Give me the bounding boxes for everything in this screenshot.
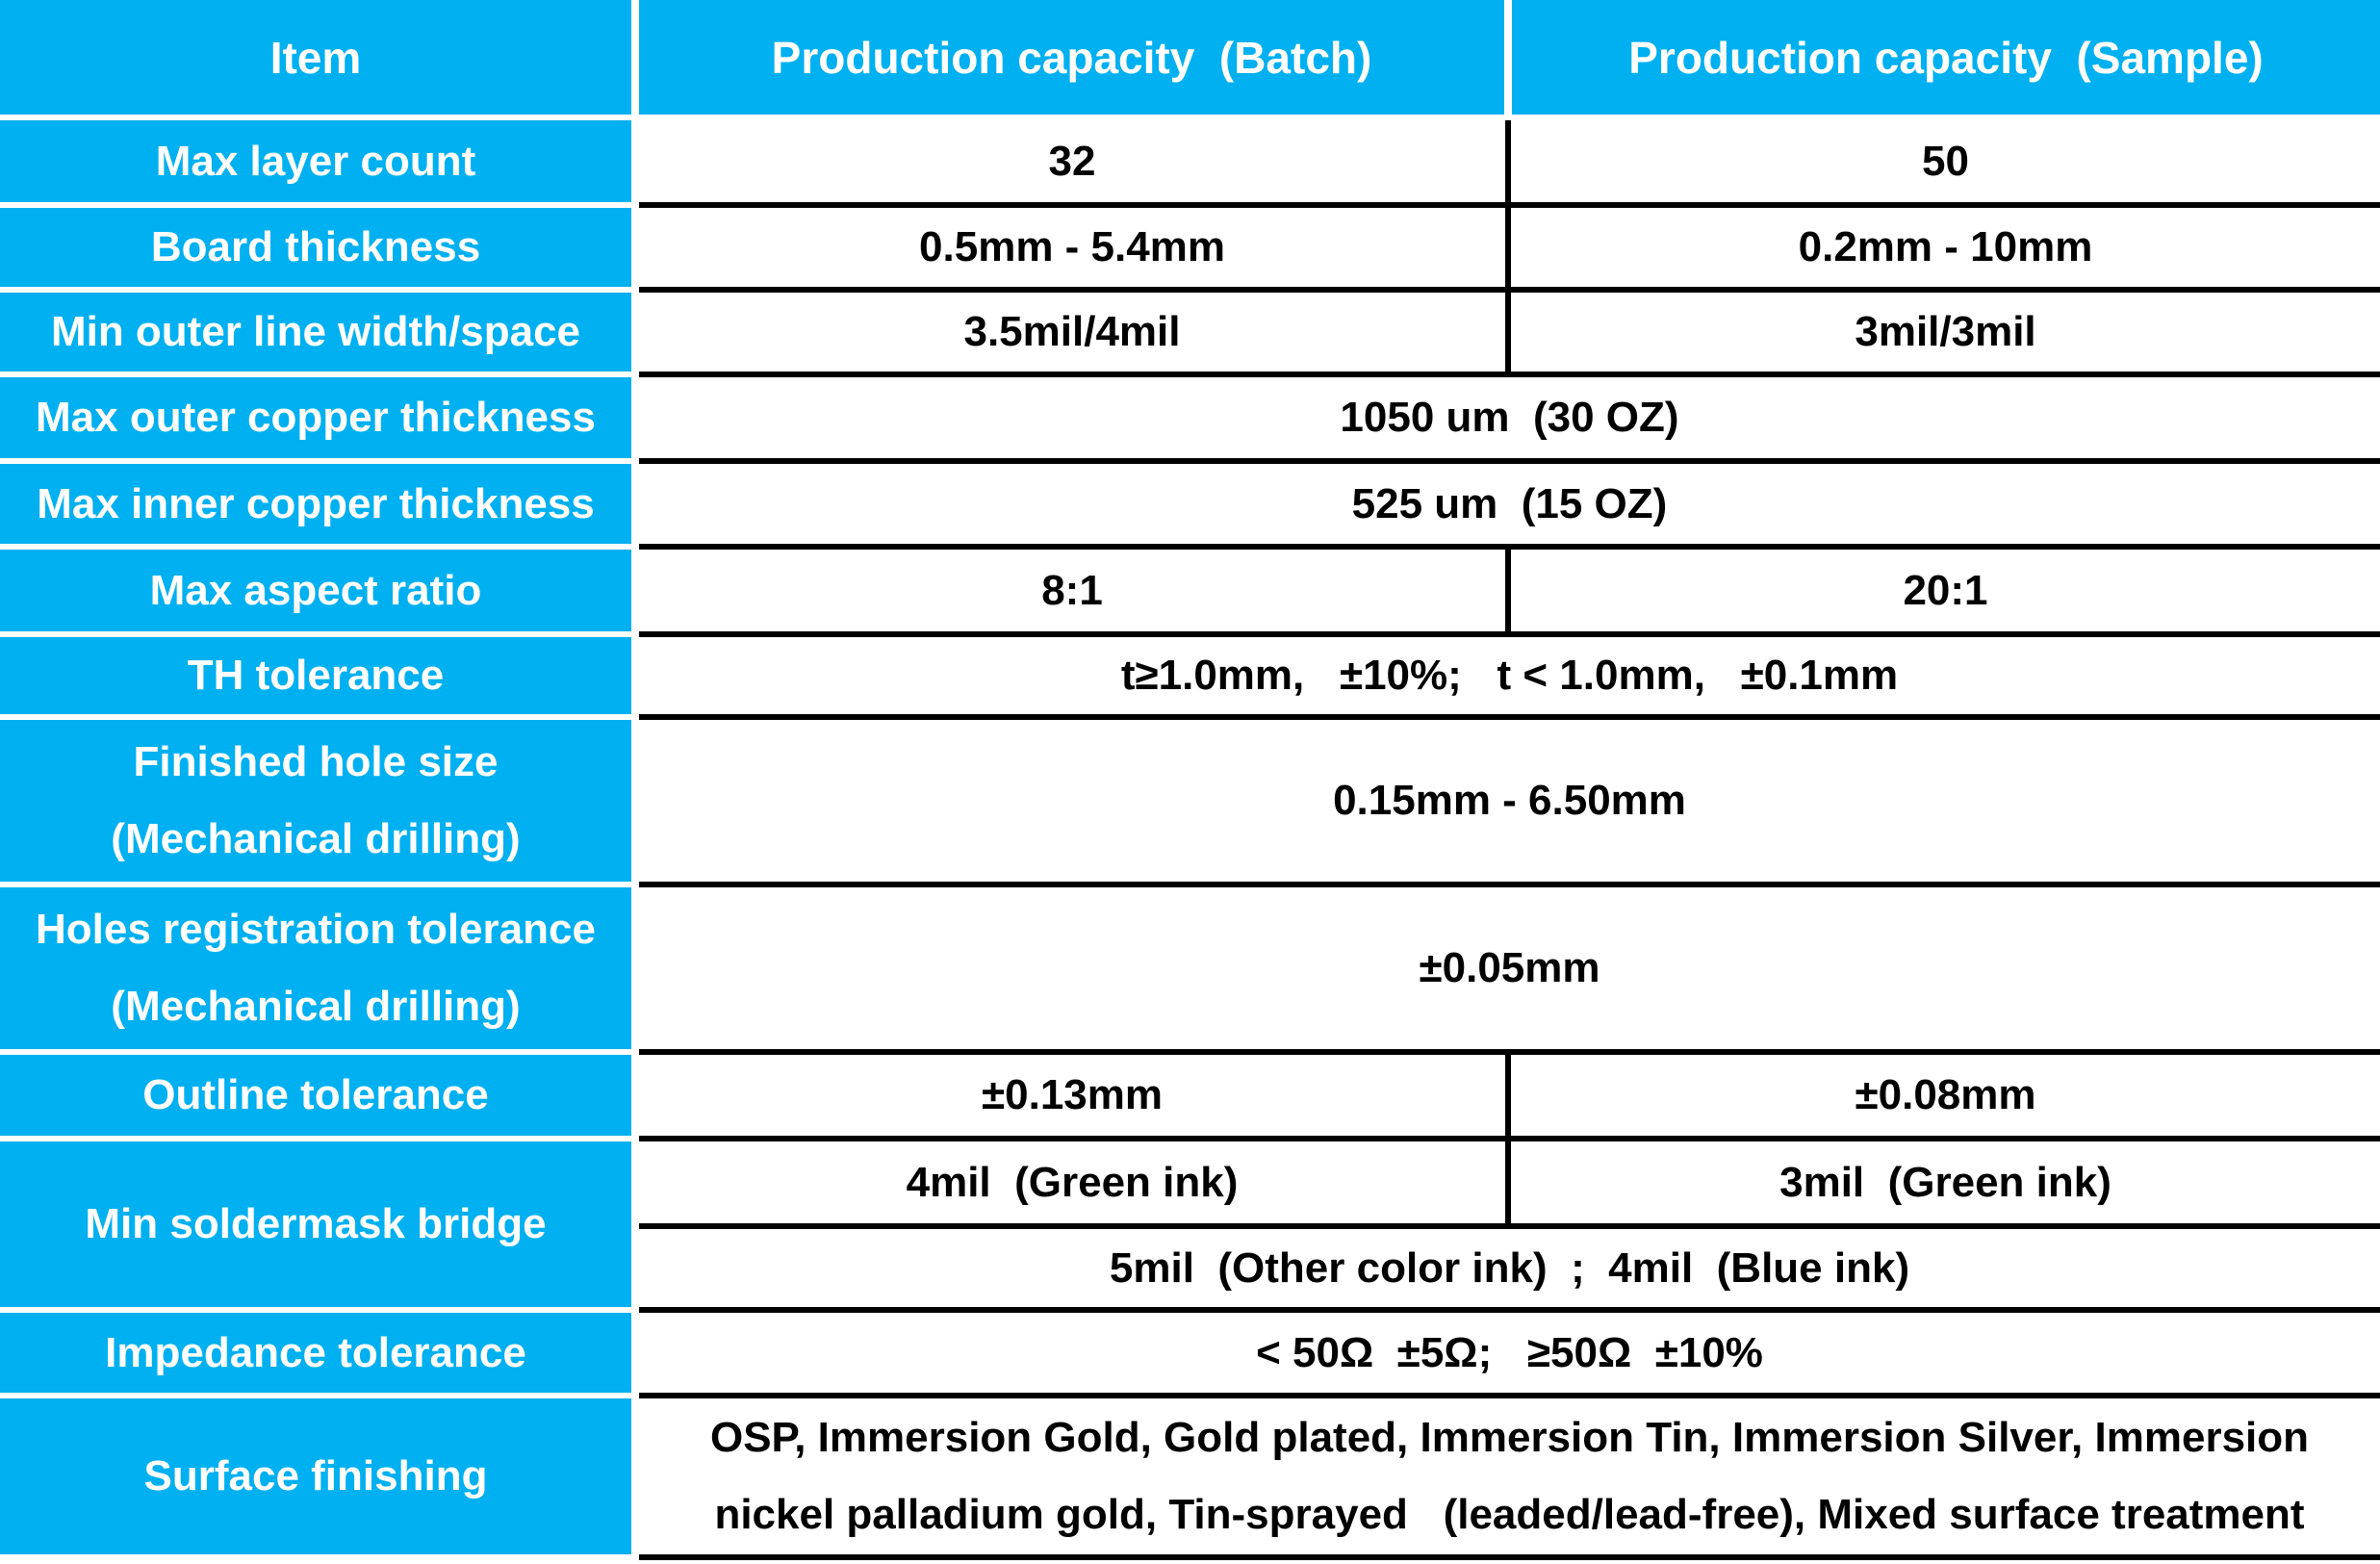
row-th-tolerance: TH tolerance t≥1.0mm, ±10%; t < 1.0mm, ±… bbox=[0, 634, 2380, 720]
row-min-outer-line: Min outer line width/space 3.5mil/4mil 3… bbox=[0, 290, 2380, 377]
row-board-thickness: Board thickness 0.5mm - 5.4mm 0.2mm - 10… bbox=[0, 205, 2380, 293]
header-item: Item bbox=[0, 0, 639, 120]
cell-min-outer-line-batch: 3.5mil/4mil bbox=[635, 290, 1508, 377]
cell-max-outer-copper-value: 1050 um (30 OZ) bbox=[635, 374, 2380, 464]
row-finished-hole-size: Finished hole size (Mechanical drilling)… bbox=[0, 717, 2380, 887]
cell-outline-tolerance-sample: ±0.08mm bbox=[1505, 1052, 2380, 1141]
cell-impedance-tolerance-label: Impedance tolerance bbox=[0, 1310, 639, 1398]
surface-finishing-value-line1: OSP, Immersion Gold, Gold plated, Immers… bbox=[709, 1413, 2310, 1461]
finished-hole-size-label-line2: (Mechanical drilling) bbox=[111, 815, 521, 862]
cell-th-tolerance-value: t≥1.0mm, ±10%; t < 1.0mm, ±0.1mm bbox=[635, 634, 2380, 720]
surface-finishing-value-line2: nickel palladium gold, Tin-sprayed (lead… bbox=[714, 1491, 2305, 1538]
cell-finished-hole-size-value: 0.15mm - 6.50mm bbox=[635, 717, 2380, 887]
cell-max-aspect-ratio-batch: 8:1 bbox=[635, 547, 1508, 637]
cell-max-layer-count-label: Max layer count bbox=[0, 117, 639, 208]
cell-holes-registration-label: Holes registration tolerance (Mechanical… bbox=[0, 885, 639, 1055]
cell-max-inner-copper-value: 525 um (15 OZ) bbox=[635, 461, 2380, 550]
cell-min-soldermask-bridge-row2: 5mil (Other color ink) ; 4mil (Blue ink) bbox=[635, 1226, 2380, 1313]
row-outline-tolerance: Outline tolerance ±0.13mm ±0.08mm bbox=[0, 1052, 2380, 1141]
cell-max-outer-copper-label: Max outer copper thickness bbox=[0, 374, 639, 464]
row-holes-registration: Holes registration tolerance (Mechanical… bbox=[0, 885, 2380, 1055]
cell-min-outer-line-sample: 3mil/3mil bbox=[1505, 290, 2380, 377]
cell-max-aspect-ratio-sample: 20:1 bbox=[1505, 547, 2380, 637]
finished-hole-size-label-line1: Finished hole size bbox=[133, 737, 499, 785]
header-row: Item Production capacity (Batch) Product… bbox=[0, 0, 2380, 120]
row-max-layer-count: Max layer count 32 50 bbox=[0, 117, 2380, 208]
cell-max-inner-copper-label: Max inner copper thickness bbox=[0, 461, 639, 550]
cell-outline-tolerance-label: Outline tolerance bbox=[0, 1052, 639, 1141]
header-batch: Production capacity (Batch) bbox=[635, 0, 1508, 120]
cell-surface-finishing-label: Surface finishing bbox=[0, 1396, 639, 1560]
cell-finished-hole-size-label: Finished hole size (Mechanical drilling) bbox=[0, 717, 639, 887]
row-max-aspect-ratio: Max aspect ratio 8:1 20:1 bbox=[0, 547, 2380, 637]
cell-outline-tolerance-batch: ±0.13mm bbox=[635, 1052, 1508, 1141]
cell-board-thickness-sample: 0.2mm - 10mm bbox=[1505, 205, 2380, 293]
cell-board-thickness-batch: 0.5mm - 5.4mm bbox=[635, 205, 1508, 293]
row-min-soldermask-bridge-2: 5mil (Other color ink) ; 4mil (Blue ink) bbox=[0, 1226, 2380, 1313]
header-sample: Production capacity (Sample) bbox=[1504, 0, 2380, 120]
cell-max-layer-count-sample: 50 bbox=[1505, 117, 2380, 208]
cell-surface-finishing-value: OSP, Immersion Gold, Gold plated, Immers… bbox=[635, 1396, 2380, 1560]
cell-th-tolerance-label: TH tolerance bbox=[0, 634, 639, 720]
cell-max-aspect-ratio-label: Max aspect ratio bbox=[0, 547, 639, 637]
cell-min-soldermask-bridge-label: Min soldermask bridge bbox=[0, 1139, 639, 1313]
row-surface-finishing: Surface finishing OSP, Immersion Gold, G… bbox=[0, 1396, 2380, 1560]
row-max-outer-copper: Max outer copper thickness 1050 um (30 O… bbox=[0, 374, 2380, 464]
row-min-soldermask-bridge-1: Min soldermask bridge 4mil (Green ink) 3… bbox=[0, 1139, 2380, 1313]
row-impedance-tolerance: Impedance tolerance < 50Ω ±5Ω; ≥50Ω ±10% bbox=[0, 1310, 2380, 1398]
row-max-inner-copper: Max inner copper thickness 525 um (15 OZ… bbox=[0, 461, 2380, 550]
cell-impedance-tolerance-value: < 50Ω ±5Ω; ≥50Ω ±10% bbox=[635, 1310, 2380, 1398]
cell-board-thickness-label: Board thickness bbox=[0, 205, 639, 293]
cell-min-outer-line-label: Min outer line width/space bbox=[0, 290, 639, 377]
cell-min-soldermask-bridge-batch: 4mil (Green ink) bbox=[635, 1139, 1508, 1229]
holes-registration-label-line1: Holes registration tolerance bbox=[36, 905, 596, 953]
holes-registration-label-line2: (Mechanical drilling) bbox=[111, 983, 521, 1030]
cell-max-layer-count-batch: 32 bbox=[635, 117, 1508, 208]
cell-holes-registration-value: ±0.05mm bbox=[635, 885, 2380, 1055]
cell-min-soldermask-bridge-sample: 3mil (Green ink) bbox=[1505, 1139, 2380, 1229]
